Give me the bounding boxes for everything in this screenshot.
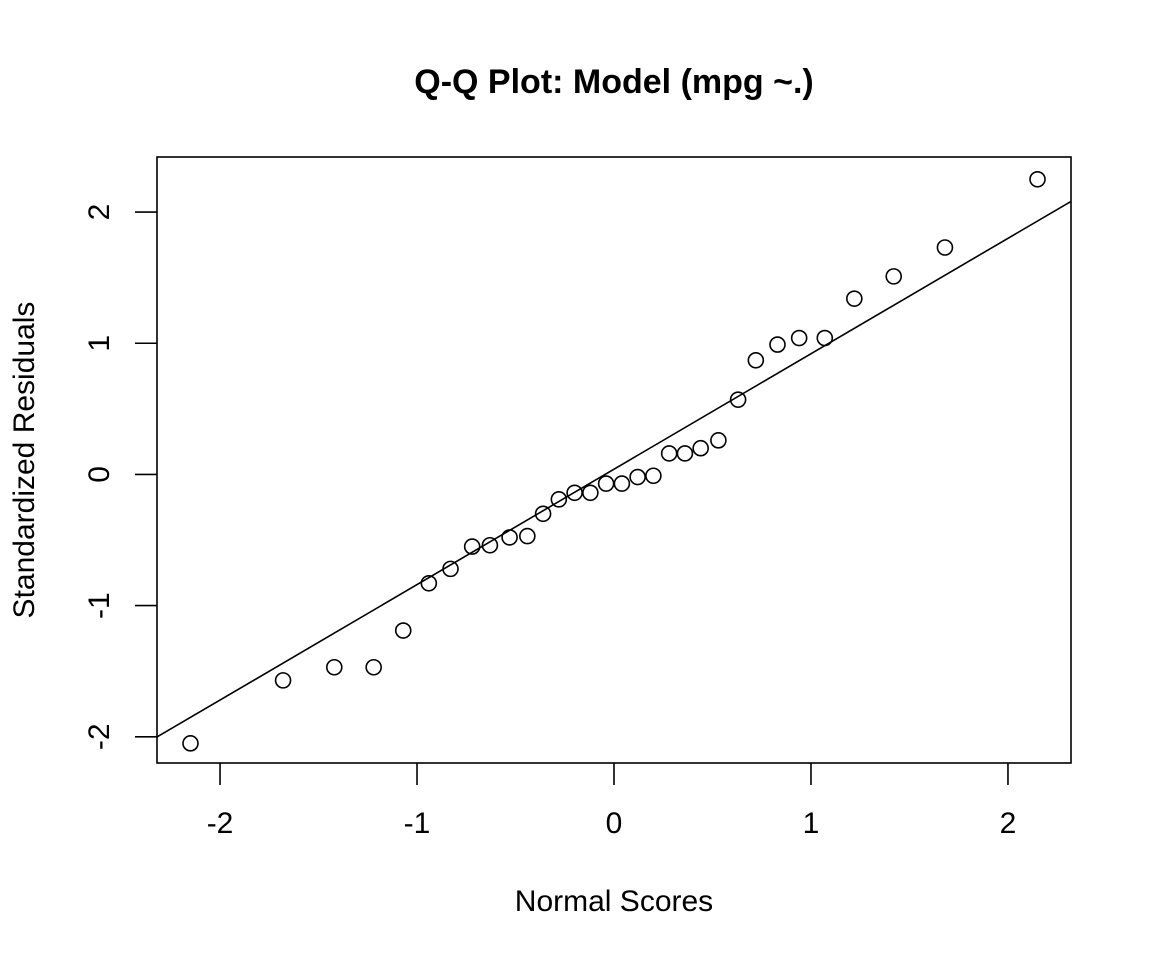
data-point — [420, 574, 438, 592]
x-axis-label: Normal Scores — [515, 885, 713, 918]
data-point — [481, 536, 499, 554]
data-point — [597, 475, 615, 492]
y-tick-label: -2 — [83, 723, 116, 750]
data-point — [645, 467, 662, 485]
data-point — [501, 529, 518, 546]
data-point — [846, 290, 863, 307]
plot-frame — [156, 156, 1072, 764]
data-point — [676, 445, 694, 462]
data-point — [394, 622, 412, 639]
data-point — [534, 505, 552, 523]
x-axis: -2 -1 0 1 2 — [207, 763, 1017, 840]
x-tick-label: 1 — [803, 807, 820, 840]
x-tick-label: -1 — [404, 807, 431, 840]
data-point — [692, 439, 709, 457]
y-tick-label: -1 — [83, 592, 116, 619]
y-tick-label: 0 — [83, 466, 116, 483]
data-point — [274, 672, 292, 689]
y-tick-label: 2 — [83, 204, 116, 221]
data-point — [710, 432, 727, 449]
data-point — [519, 527, 536, 545]
data-point — [885, 268, 903, 285]
data-point — [729, 391, 747, 408]
y-tick-label: 1 — [83, 335, 116, 352]
data-point — [1029, 170, 1046, 188]
data-point — [365, 658, 382, 676]
x-tick-label: 0 — [606, 807, 623, 840]
data-point — [550, 491, 568, 508]
data-points — [182, 170, 1046, 752]
data-point — [182, 735, 199, 752]
data-point — [936, 239, 954, 256]
data-point — [613, 475, 631, 492]
reference-line — [156, 200, 1072, 738]
data-point — [325, 658, 343, 676]
data-point — [582, 484, 599, 502]
plot-area — [156, 170, 1072, 752]
data-point — [660, 445, 678, 462]
data-point — [790, 329, 808, 347]
y-axis: -2 -1 0 1 2 — [83, 204, 157, 750]
data-point — [747, 352, 765, 369]
data-point — [769, 336, 786, 353]
chart-title: Q-Q Plot: Model (mpg ~.) — [414, 63, 813, 101]
y-axis-label: Standardized Residuals — [8, 302, 41, 619]
x-tick-label: 2 — [1000, 807, 1017, 840]
data-point — [629, 468, 646, 486]
data-point — [442, 560, 459, 578]
data-point — [816, 329, 834, 347]
x-tick-label: -2 — [207, 807, 234, 840]
data-point — [463, 538, 481, 555]
